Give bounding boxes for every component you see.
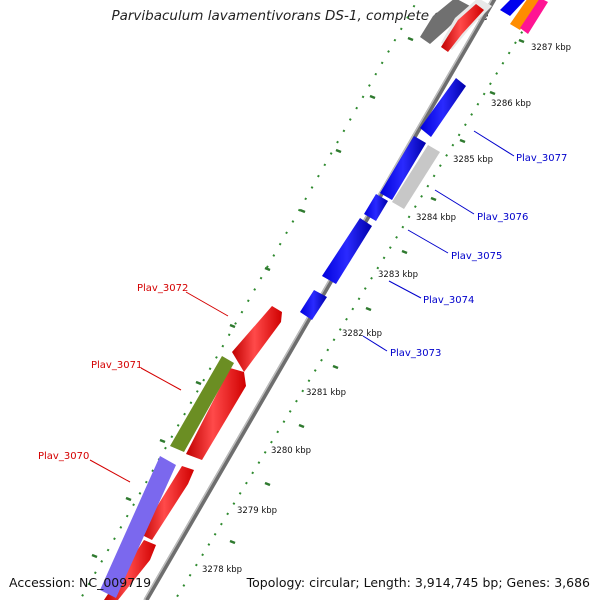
kbp-label: 3281 kbp <box>306 388 346 398</box>
gene-label-plav-3072: Plav_3072 <box>137 283 188 294</box>
forward-genes <box>300 78 466 320</box>
gene-label-plav-3076: Plav_3076 <box>477 212 528 223</box>
gene-plav-3076-blue <box>380 136 426 200</box>
accession-label: Accession: NC_009719 <box>9 575 152 590</box>
gene-plav-3077 <box>420 78 466 137</box>
kbp-label: 3283 kbp <box>378 270 418 280</box>
genome-backbone <box>143 0 497 600</box>
major-ticks <box>229 38 525 545</box>
gene-plav-3075 <box>364 194 388 221</box>
gene-plav-3074 <box>322 218 372 284</box>
kbp-labels: 3287 kbp 3286 kbp 3285 kbp 3284 kbp 3283… <box>202 43 571 575</box>
kbp-label: 3279 kbp <box>237 506 277 516</box>
topology-label: Topology: circular; Length: 3,914,745 bp… <box>246 575 590 590</box>
gene-plav-3070 <box>100 456 176 598</box>
tick-ring-inner <box>174 0 543 600</box>
gene-red-2 <box>186 368 246 460</box>
kbp-label: 3286 kbp <box>491 99 531 109</box>
kbp-label: 3280 kbp <box>271 446 311 456</box>
kbp-label: 3282 kbp <box>342 329 382 339</box>
reverse-genes <box>100 306 282 600</box>
gene-label-plav-3077: Plav_3077 <box>516 153 567 164</box>
forward-gene-labels: Plav_3077 Plav_3076 Plav_3075 Plav_3074 … <box>362 130 567 359</box>
gene-plav-3072 <box>232 306 282 372</box>
kbp-label: 3284 kbp <box>416 213 456 223</box>
gene-plav-3071 <box>170 356 234 452</box>
gene-red-3 <box>140 466 194 540</box>
gene-label-plav-3071: Plav_3071 <box>91 360 142 371</box>
kbp-label: 3287 kbp <box>531 43 571 53</box>
reverse-gene-labels: Plav_3072 Plav_3071 Plav_3070 <box>38 283 229 483</box>
map-title: Parvibaculum lavamentivorans DS-1, compl… <box>111 8 489 24</box>
gene-label-plav-3075: Plav_3075 <box>451 251 502 262</box>
tick-ring-outer <box>79 0 419 600</box>
major-ticks-outer <box>91 36 414 559</box>
gene-label-plav-3074: Plav_3074 <box>423 295 474 306</box>
gene-label-plav-3073: Plav_3073 <box>390 348 441 359</box>
gene-plav-3076-grey <box>392 145 440 209</box>
kbp-label: 3278 kbp <box>202 565 242 575</box>
kbp-label: 3285 kbp <box>453 155 493 165</box>
gene-label-plav-3070: Plav_3070 <box>38 451 89 462</box>
gene-top-cluster <box>420 0 548 52</box>
gene-plav-3073 <box>300 290 327 320</box>
